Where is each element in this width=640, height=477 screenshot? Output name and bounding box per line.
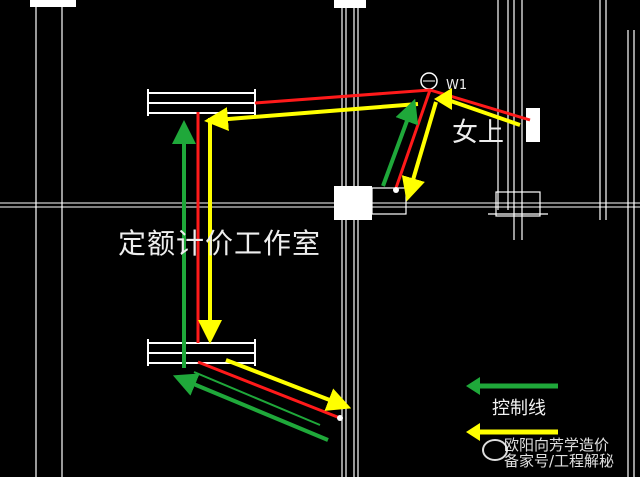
circle-tag-label: W1 <box>446 78 468 93</box>
legend-control-line-label: 控制线 <box>492 398 546 419</box>
green-arrow-line <box>172 373 329 442</box>
yellow-arrow-line <box>401 101 438 202</box>
endpoint-dot <box>337 415 343 421</box>
watermark-line-2: 备家号/工程解秘 <box>504 452 615 470</box>
endpoint-dot <box>393 187 399 193</box>
column-block <box>334 186 372 220</box>
yellow-arrowhead-icon <box>434 88 452 110</box>
column-block <box>526 108 540 142</box>
legend-yellow-arrowhead-icon <box>466 423 480 441</box>
yellow-arrow-line <box>204 102 419 132</box>
watermark: 欧阳向芳学造价 备家号/工程解秘 <box>478 432 640 477</box>
watermark-line-1: 欧阳向芳学造价 <box>504 436 610 454</box>
yellow-arrow-line <box>225 358 352 411</box>
red-path-line <box>197 360 341 420</box>
green-arrow-line <box>381 98 419 187</box>
column-block <box>30 0 76 7</box>
beam-symbol-top <box>147 89 256 116</box>
legend-green-arrowhead-icon <box>466 377 480 395</box>
red-path-line <box>394 89 432 189</box>
green-arrow-line <box>193 371 321 426</box>
wechat-logo-icon <box>482 439 508 461</box>
studio-label: 定额计价工作室 <box>118 227 322 260</box>
column-block <box>334 0 366 8</box>
yellow-arrow-line <box>447 98 521 127</box>
column-tag-label: 女上 <box>452 118 505 148</box>
